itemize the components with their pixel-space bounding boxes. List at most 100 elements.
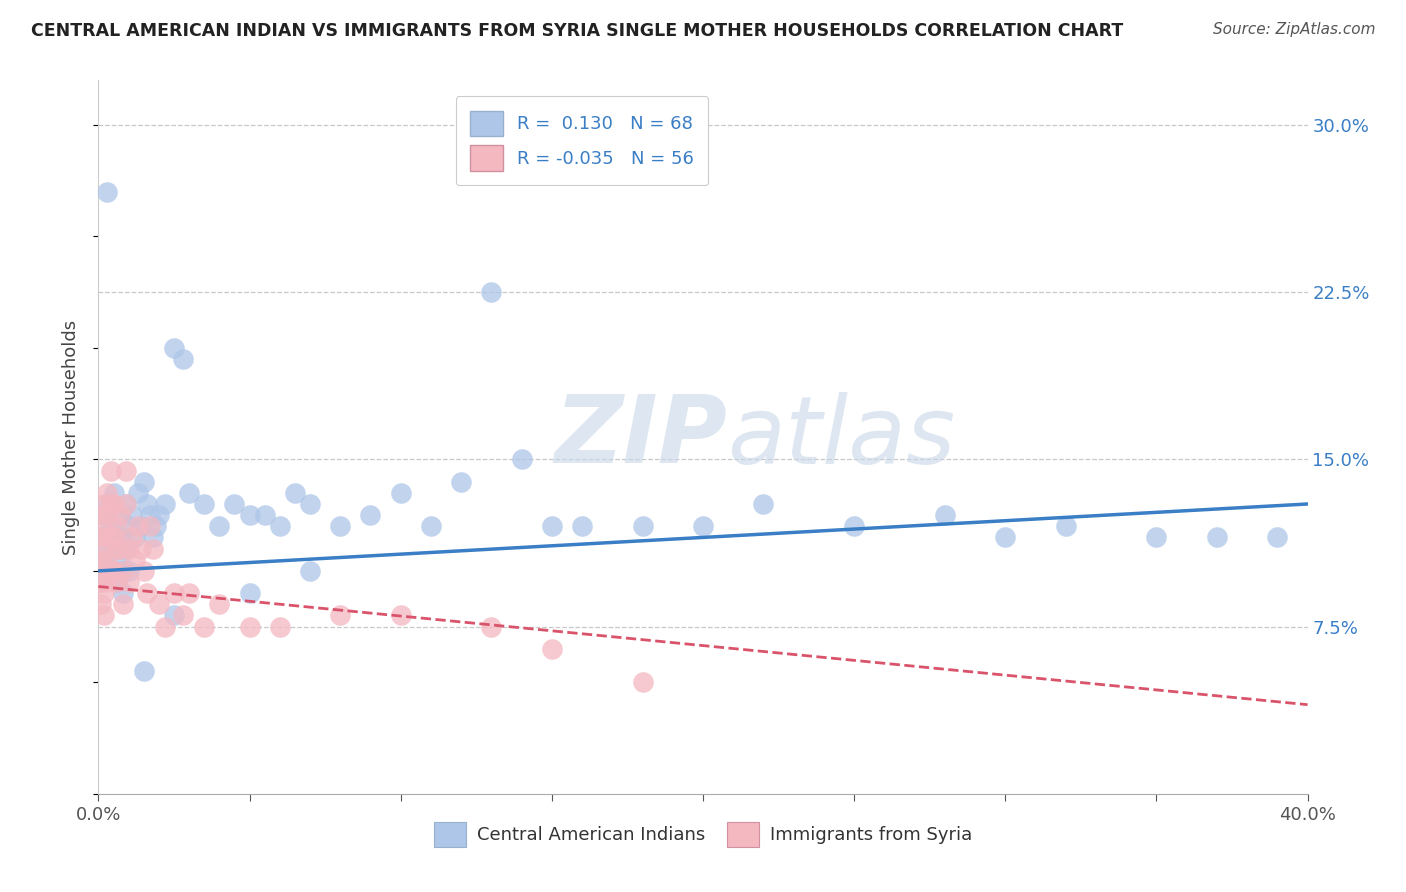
Point <box>100 464 122 478</box>
Point <box>239 586 262 600</box>
Point <box>103 530 125 544</box>
Point <box>108 541 131 556</box>
Point <box>148 598 170 612</box>
Point <box>193 619 215 633</box>
Text: atlas: atlas <box>727 392 956 483</box>
Point <box>103 530 125 544</box>
Point <box>111 586 134 600</box>
Point <box>111 530 134 544</box>
Point <box>540 519 562 533</box>
Point <box>142 541 165 556</box>
Point <box>994 530 1017 544</box>
Point <box>129 519 152 533</box>
Point <box>253 508 276 523</box>
Point <box>96 552 118 567</box>
Point <box>179 586 201 600</box>
Point <box>163 586 186 600</box>
Point <box>114 464 136 478</box>
Point <box>100 564 122 578</box>
Point <box>100 497 122 511</box>
Point <box>844 519 866 533</box>
Point <box>172 608 194 623</box>
Point <box>481 619 503 633</box>
Point <box>103 564 125 578</box>
Point <box>111 598 134 612</box>
Point <box>148 508 170 523</box>
Point <box>329 519 352 533</box>
Point <box>96 541 118 556</box>
Point <box>96 485 118 500</box>
Point <box>132 475 155 489</box>
Point <box>208 519 231 533</box>
Point <box>93 508 115 523</box>
Point <box>105 541 128 556</box>
Point <box>93 564 115 578</box>
Point <box>114 497 136 511</box>
Point <box>145 519 167 533</box>
Point <box>118 564 141 578</box>
Point <box>96 185 118 199</box>
Point <box>96 497 118 511</box>
Point <box>450 475 472 489</box>
Point <box>93 541 115 556</box>
Point <box>100 564 122 578</box>
Point <box>90 530 112 544</box>
Point <box>420 519 443 533</box>
Point <box>105 575 128 590</box>
Point <box>96 530 118 544</box>
Point <box>90 530 112 544</box>
Point <box>752 497 775 511</box>
Point <box>153 497 176 511</box>
Point <box>360 508 382 523</box>
Point <box>269 619 291 633</box>
Point <box>269 519 291 533</box>
Point <box>105 575 128 590</box>
Point <box>105 519 128 533</box>
Text: ZIP: ZIP <box>554 391 727 483</box>
Point <box>96 508 118 523</box>
Point <box>118 541 141 556</box>
Point <box>114 541 136 556</box>
Point <box>124 530 146 544</box>
Point <box>127 485 149 500</box>
Point <box>90 575 112 590</box>
Legend: Central American Indians, Immigrants from Syria: Central American Indians, Immigrants fro… <box>425 813 981 856</box>
Point <box>132 564 155 578</box>
Point <box>124 552 146 567</box>
Point <box>135 586 157 600</box>
Point <box>105 541 128 556</box>
Point <box>103 564 125 578</box>
Point <box>540 642 562 657</box>
Point <box>153 619 176 633</box>
Point <box>172 351 194 366</box>
Point <box>389 608 412 623</box>
Point <box>571 519 593 533</box>
Point <box>631 519 654 533</box>
Point <box>108 552 131 567</box>
Point <box>108 508 131 523</box>
Point <box>96 575 118 590</box>
Point <box>692 519 714 533</box>
Point <box>163 341 186 355</box>
Point <box>111 564 134 578</box>
Point <box>132 664 155 679</box>
Point <box>118 575 141 590</box>
Text: CENTRAL AMERICAN INDIAN VS IMMIGRANTS FROM SYRIA SINGLE MOTHER HOUSEHOLDS CORREL: CENTRAL AMERICAN INDIAN VS IMMIGRANTS FR… <box>31 22 1123 40</box>
Point <box>111 564 134 578</box>
Point <box>121 530 143 544</box>
Point <box>1206 530 1229 544</box>
Point <box>1267 530 1289 544</box>
Point <box>510 452 533 467</box>
Y-axis label: Single Mother Households: Single Mother Households <box>62 319 80 555</box>
Point <box>139 508 162 523</box>
Point <box>90 552 112 567</box>
Point <box>142 530 165 544</box>
Point <box>100 519 122 533</box>
Point <box>103 485 125 500</box>
Point <box>93 519 115 533</box>
Point <box>108 508 131 523</box>
Point <box>114 497 136 511</box>
Point <box>193 497 215 511</box>
Point <box>93 608 115 623</box>
Point <box>93 497 115 511</box>
